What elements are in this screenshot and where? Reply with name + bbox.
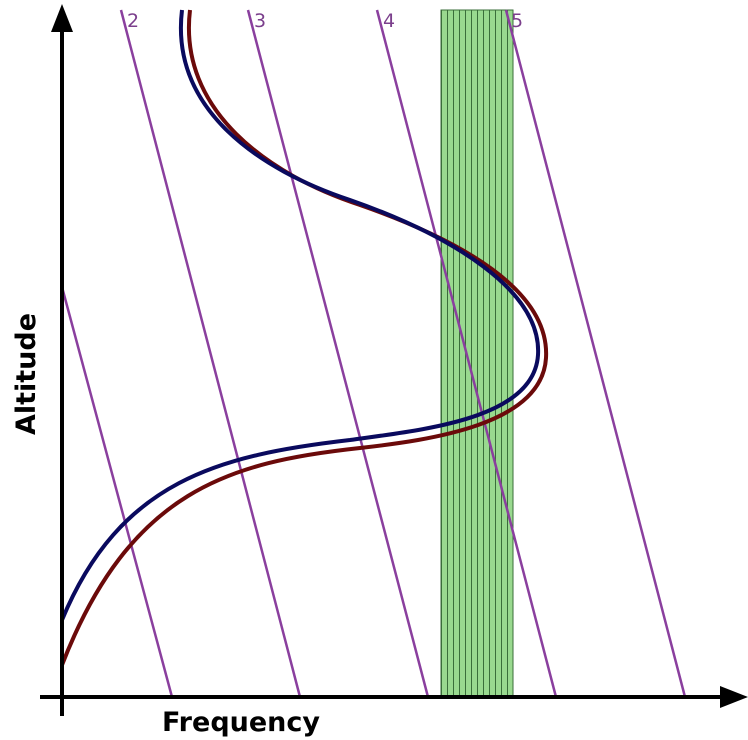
y-arrow [51,4,73,32]
line-label: 3 [254,10,266,32]
curve-blue [60,9,541,621]
x-axis-label: Frequency [162,707,320,738]
line [60,286,174,698]
line-label: 2 [127,10,139,32]
frequency-lines [60,9,687,698]
line [119,9,302,698]
line [504,9,687,698]
line [375,9,558,698]
y-axis-label: Altitude [11,313,42,435]
frequency-band [440,9,514,698]
x-arrow [720,686,748,708]
line [246,9,430,698]
axes [40,4,748,716]
line-label: 5 [511,10,523,32]
line-label: 4 [383,10,395,32]
